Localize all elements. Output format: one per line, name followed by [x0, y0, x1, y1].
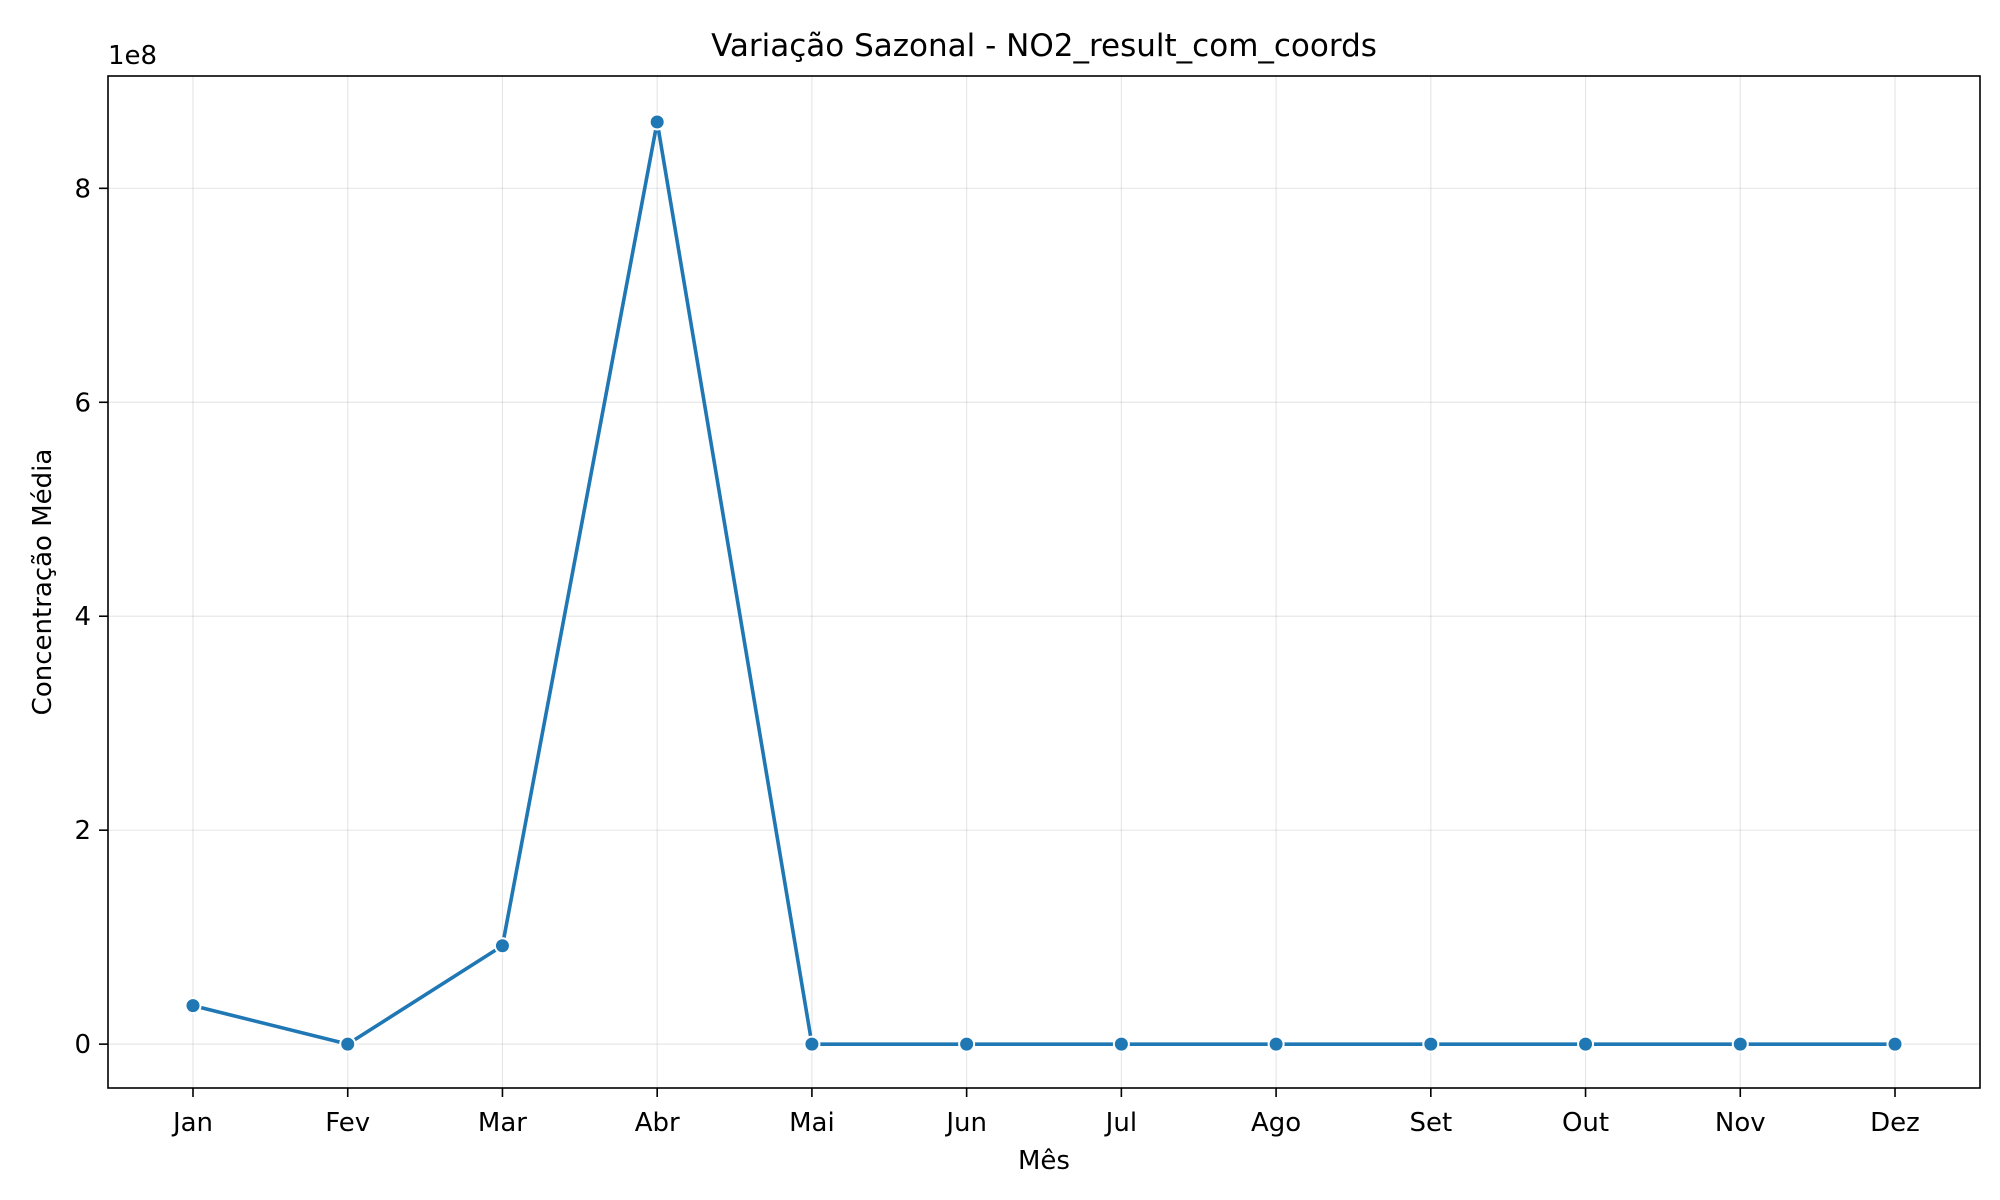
y-tick-label: 6 — [74, 388, 91, 418]
x-tick-label: Jan — [171, 1108, 213, 1138]
y-axis-ticks: 0 2 4 6 8 — [74, 174, 108, 1060]
x-tick-label: Mai — [789, 1108, 835, 1138]
x-tick-label: Abr — [635, 1108, 680, 1138]
data-point — [803, 1035, 821, 1053]
data-point — [1886, 1035, 1904, 1053]
data-point — [958, 1035, 976, 1053]
x-tick-label: Jul — [1104, 1108, 1137, 1138]
x-tick-label: Dez — [1870, 1108, 1920, 1138]
data-point — [493, 937, 511, 955]
chart-title: Variação Sazonal - NO2_result_com_coords — [711, 28, 1377, 64]
x-tick-label: Nov — [1715, 1108, 1766, 1138]
data-point — [1422, 1035, 1440, 1053]
y-axis-offset-label: 1e8 — [108, 41, 157, 71]
data-point — [1112, 1035, 1130, 1053]
x-tick-label: Mar — [478, 1108, 527, 1138]
data-point — [648, 113, 666, 131]
x-tick-label: Fev — [325, 1108, 370, 1138]
series-line — [191, 120, 1897, 1046]
x-tick-label: Out — [1562, 1108, 1609, 1138]
series-layer — [184, 113, 1904, 1053]
x-tick-label: Set — [1409, 1108, 1452, 1138]
data-point — [1731, 1035, 1749, 1053]
data-point — [339, 1035, 357, 1053]
y-axis-label: Concentração Média — [28, 449, 58, 716]
x-axis-ticks: Jan Fev Mar Abr Mai Jun Jul Ago Set Out Nov Dez — [171, 1088, 1920, 1138]
x-axis-label: Mês — [1018, 1146, 1070, 1176]
x-tick-label: Jun — [944, 1108, 987, 1138]
plot-frame — [107, 75, 1981, 1089]
y-tick-label: 2 — [74, 816, 91, 846]
data-point — [1577, 1035, 1595, 1053]
data-point — [1267, 1035, 1285, 1053]
y-tick-label: 0 — [74, 1030, 91, 1060]
x-tick-label: Ago — [1251, 1108, 1301, 1138]
data-point — [184, 997, 202, 1015]
grid — [108, 76, 1980, 1088]
y-tick-label: 8 — [74, 174, 91, 204]
y-tick-label: 4 — [74, 602, 91, 632]
